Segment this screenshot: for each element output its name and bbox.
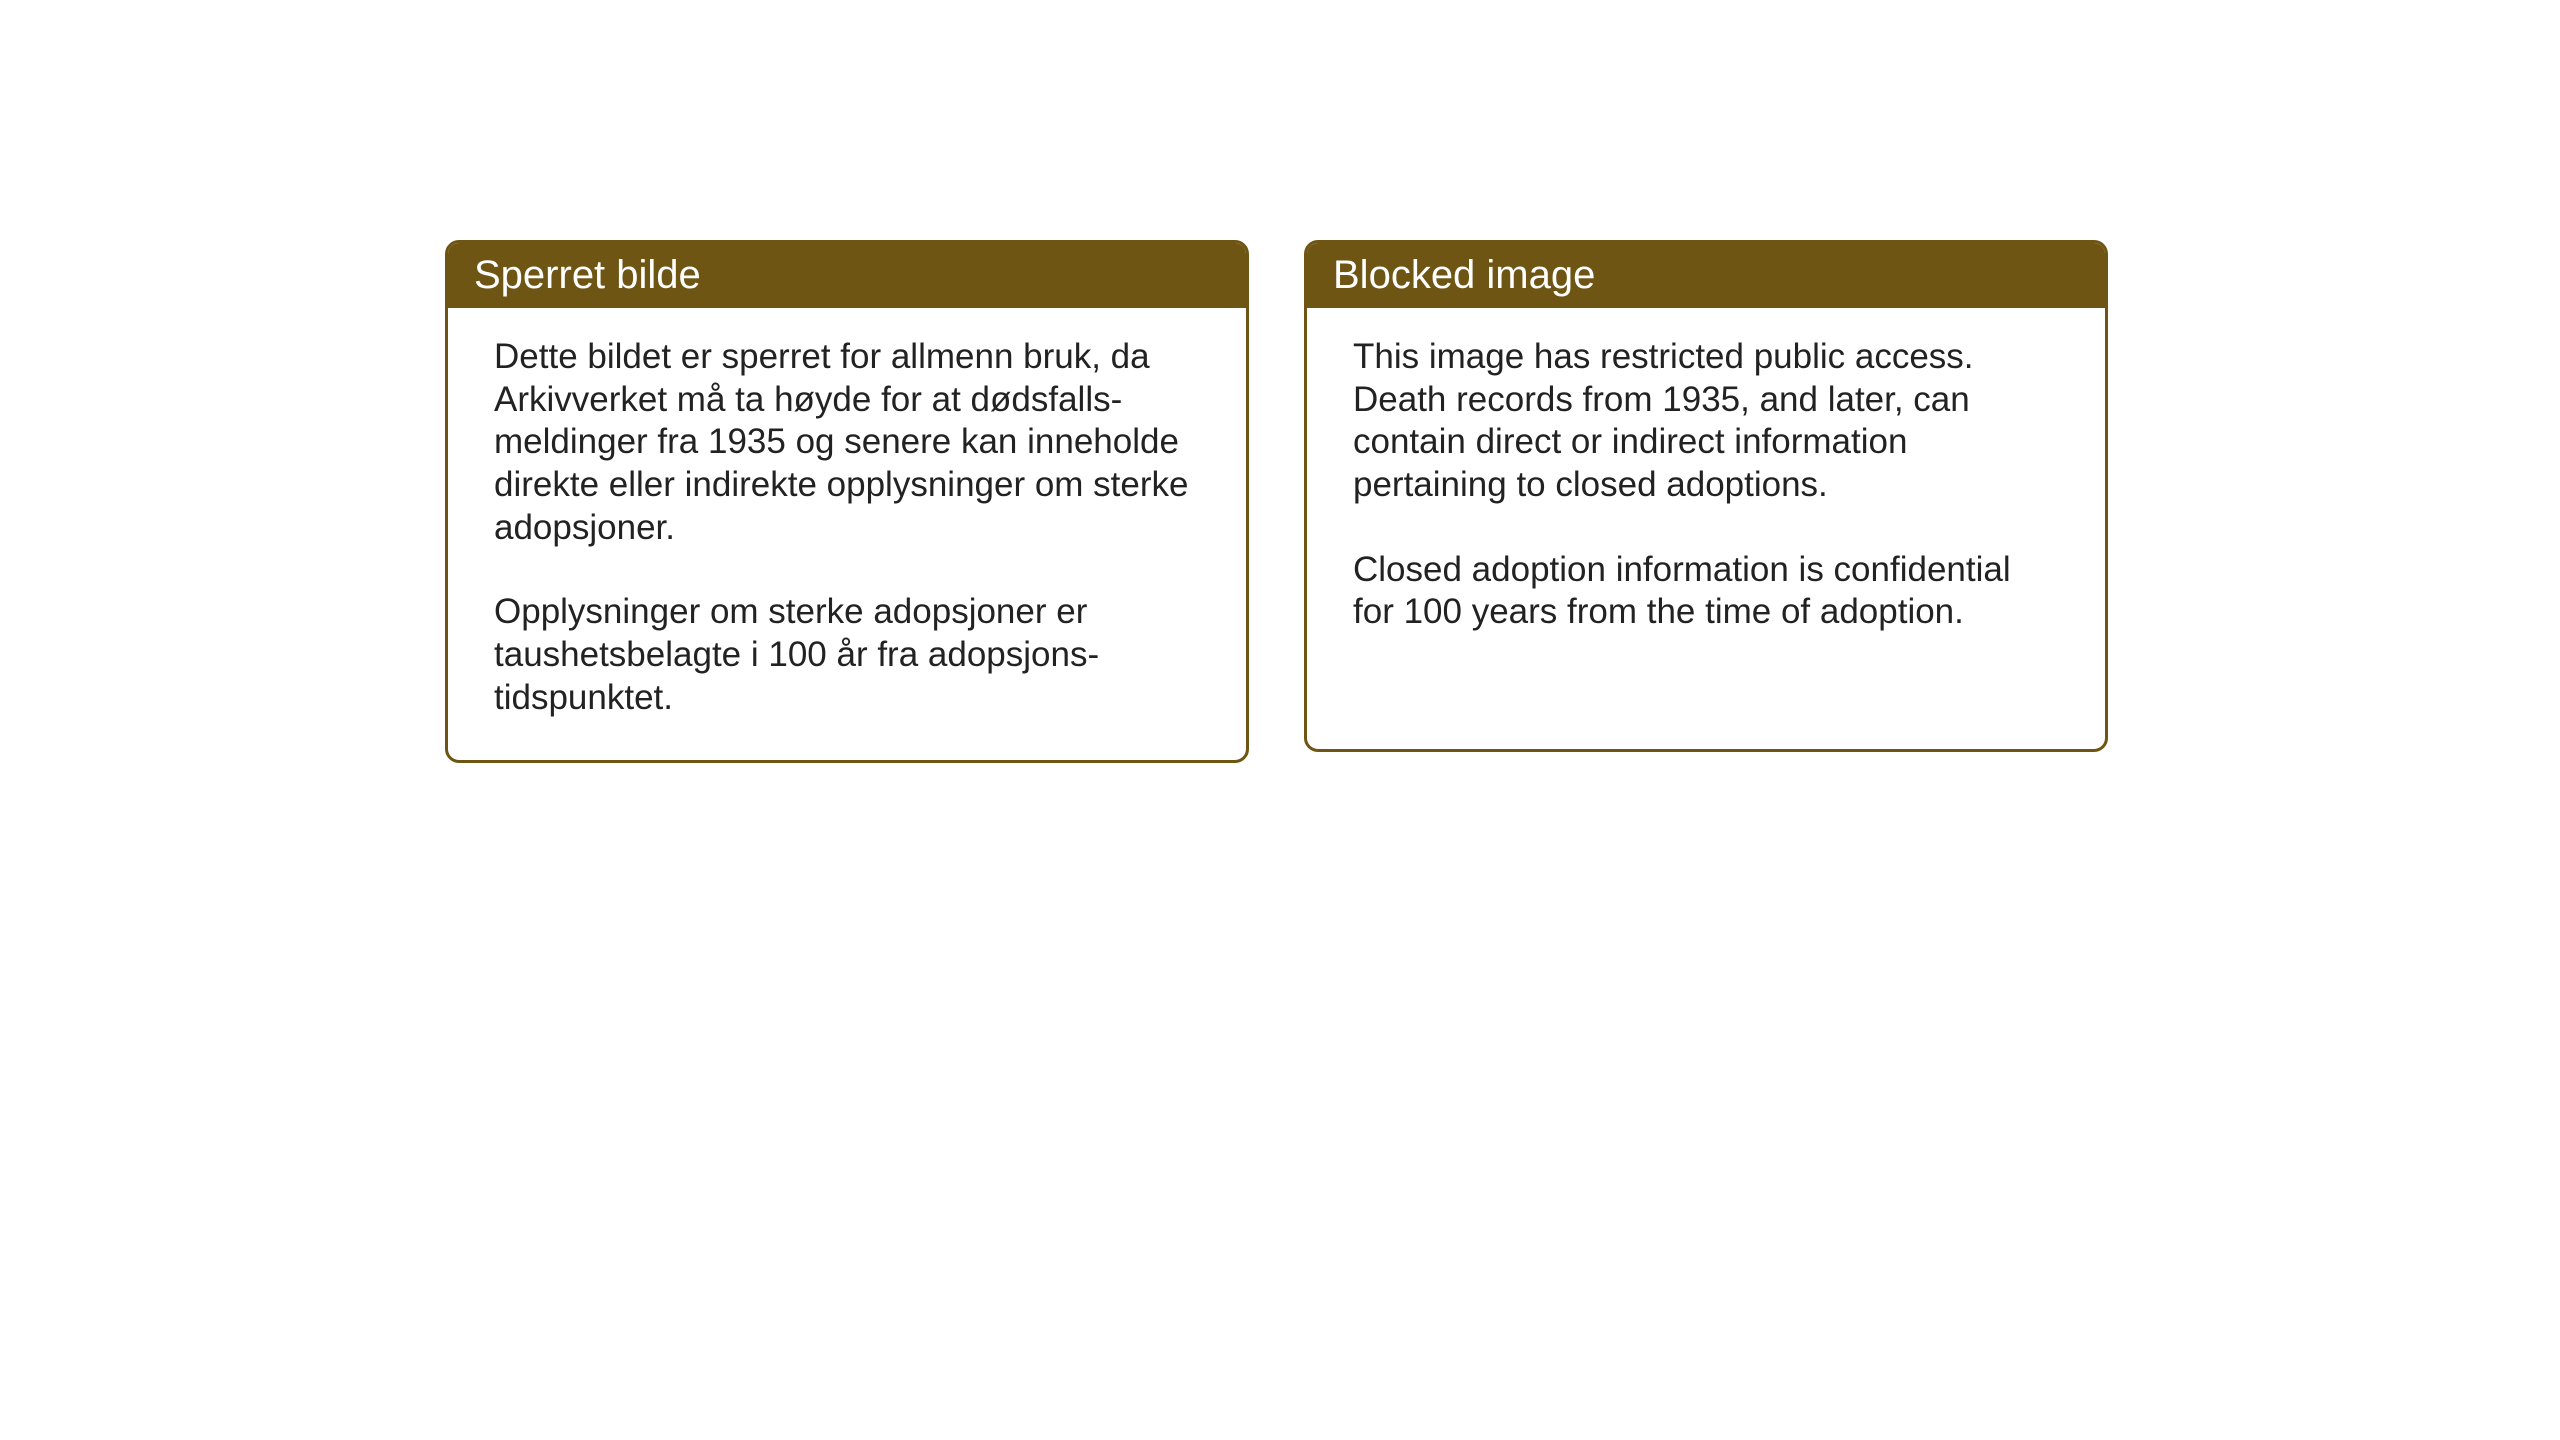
- notice-paragraph: Opplysninger om sterke adopsjoner er tau…: [494, 591, 1200, 719]
- notice-body-english: This image has restricted public access.…: [1307, 308, 2105, 674]
- notice-paragraph: Closed adoption information is confident…: [1353, 549, 2059, 634]
- notice-container: Sperret bilde Dette bildet er sperret fo…: [445, 240, 2108, 763]
- notice-title: Sperret bilde: [474, 253, 701, 297]
- notice-box-english: Blocked image This image has restricted …: [1304, 240, 2108, 752]
- notice-paragraph: This image has restricted public access.…: [1353, 336, 2059, 507]
- notice-body-norwegian: Dette bildet er sperret for allmenn bruk…: [448, 308, 1246, 760]
- notice-paragraph: Dette bildet er sperret for allmenn bruk…: [494, 336, 1200, 549]
- notice-title: Blocked image: [1333, 253, 1595, 297]
- notice-header-norwegian: Sperret bilde: [448, 243, 1246, 308]
- notice-header-english: Blocked image: [1307, 243, 2105, 308]
- notice-box-norwegian: Sperret bilde Dette bildet er sperret fo…: [445, 240, 1249, 763]
